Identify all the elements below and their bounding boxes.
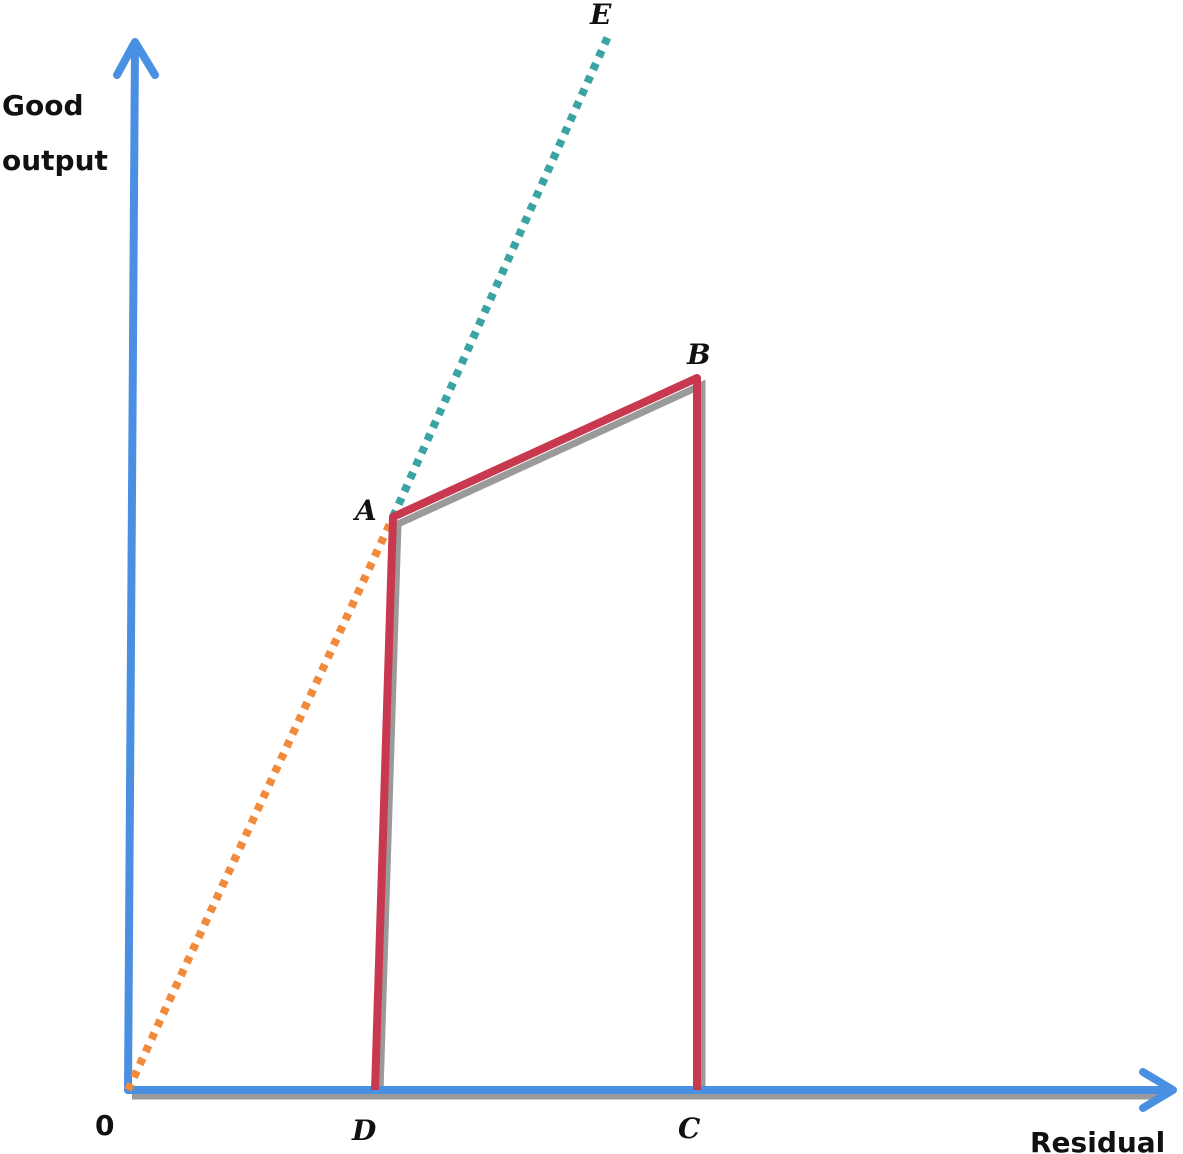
ray-ae xyxy=(389,30,614,519)
point-label: C xyxy=(678,1112,701,1145)
ray-0a xyxy=(124,515,397,1092)
y-arrow xyxy=(113,38,159,79)
point-label: E xyxy=(589,0,612,31)
axes xyxy=(113,38,1177,1112)
x-label: Residual xyxy=(1030,1126,1165,1154)
region-boundary xyxy=(371,374,701,1091)
shadows xyxy=(132,379,1160,1100)
x-arrow xyxy=(1139,1068,1177,1112)
y-axis xyxy=(124,41,139,1094)
region-shadow xyxy=(376,379,706,1093)
point-label: A xyxy=(352,494,377,527)
y-label: output xyxy=(2,144,108,177)
y-label: Good xyxy=(2,89,84,122)
origin-label: 0 xyxy=(95,1109,114,1142)
point-label: D xyxy=(351,1114,377,1147)
point-label: B xyxy=(686,338,711,371)
